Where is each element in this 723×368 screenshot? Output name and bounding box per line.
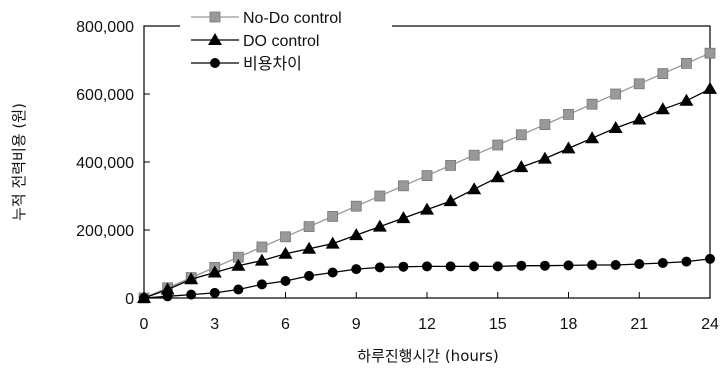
data-point: [398, 180, 409, 192]
data-point: [490, 170, 505, 183]
data-point: [681, 256, 692, 267]
data-point: [350, 200, 362, 212]
x-tick-label: 15: [489, 316, 507, 333]
data-point: [679, 93, 694, 106]
y-axis-ticks: 0 200,000 400,000 600,000 800,000: [76, 19, 150, 308]
data-point: [231, 258, 246, 271]
data-point: [374, 262, 385, 273]
legend-label: DO control: [243, 33, 319, 50]
data-point: [327, 267, 338, 278]
data-point: [303, 221, 315, 233]
y-tick-label: 400,000: [76, 155, 134, 172]
x-tick-label: 0: [140, 316, 149, 333]
legend-label: 비용차이: [243, 55, 302, 73]
data-point: [468, 149, 480, 161]
data-point: [634, 259, 645, 269]
data-point: [233, 284, 244, 295]
data-point: [655, 102, 670, 115]
data-point: [610, 88, 622, 100]
data-point: [514, 160, 529, 173]
data-point: [443, 194, 458, 207]
data-point: [349, 228, 364, 241]
y-tick-label: 600,000: [76, 87, 134, 104]
data-point: [327, 210, 339, 222]
data-point: [421, 170, 433, 182]
x-tick-label: 21: [630, 316, 648, 333]
data-point: [280, 276, 291, 286]
series-1: [137, 81, 717, 303]
data-point: [325, 236, 340, 249]
data-point: [587, 260, 598, 271]
data-point: [681, 58, 692, 69]
y-tick-label: 800,000: [76, 19, 134, 36]
data-point: [351, 264, 362, 275]
data-point: [467, 182, 482, 195]
data-point: [422, 261, 432, 272]
data-point: [445, 261, 456, 272]
data-point: [492, 261, 503, 272]
data-point: [632, 112, 647, 125]
data-point: [703, 81, 717, 94]
x-tick-label: 3: [210, 316, 219, 333]
data-point: [586, 98, 598, 110]
legend-marker: [208, 33, 222, 45]
data-point: [162, 291, 173, 302]
data-point: [539, 119, 551, 130]
data-point: [398, 261, 409, 272]
data-point: [469, 261, 480, 272]
data-point: [160, 282, 175, 295]
x-axis-title: 하루진행시간 (hours): [357, 347, 498, 365]
data-point: [516, 260, 527, 271]
data-point: [610, 260, 621, 271]
x-tick-label: 6: [281, 316, 290, 333]
data-point: [186, 289, 197, 300]
legend-marker: [210, 58, 220, 68]
data-point: [396, 211, 411, 224]
data-point: [280, 231, 291, 243]
data-point: [539, 260, 550, 271]
data-point: [207, 265, 222, 278]
data-point: [657, 257, 668, 268]
data-point: [209, 287, 220, 298]
data-point: [563, 109, 574, 120]
data-point: [184, 272, 199, 285]
data-point: [633, 78, 645, 90]
legend-marker: [209, 11, 221, 23]
data-point: [304, 270, 315, 281]
data-point: [256, 241, 268, 253]
data-point: [657, 68, 669, 79]
x-tick-label: 18: [560, 316, 578, 333]
y-tick-label: 0: [125, 291, 134, 308]
data-point: [492, 139, 504, 151]
series-2: [139, 253, 715, 303]
data-point: [420, 202, 434, 215]
data-point: [704, 47, 716, 59]
legend: No-Do control DO control 비용차이: [180, 0, 392, 86]
data-point: [254, 253, 269, 266]
data-point: [608, 121, 623, 133]
series-layer: [137, 47, 717, 304]
data-point: [139, 293, 149, 303]
data-point: [561, 141, 576, 154]
data-point: [374, 190, 386, 202]
data-point: [585, 131, 600, 144]
x-tick-label: 9: [352, 316, 361, 333]
data-point: [278, 246, 293, 259]
data-point: [515, 129, 527, 141]
y-axis-title: 누적 전력비용 (원): [10, 103, 28, 221]
x-tick-label: 12: [418, 316, 436, 333]
data-point: [537, 151, 552, 164]
data-point: [302, 241, 317, 254]
x-axis-ticks: 0 3 6 9 12 15 18 21 24: [140, 292, 719, 333]
data-point: [705, 253, 715, 264]
data-point: [372, 219, 387, 232]
data-point: [256, 279, 267, 290]
y-tick-label: 200,000: [76, 223, 134, 240]
legend-label: No-Do control: [243, 10, 342, 27]
data-point: [563, 260, 574, 271]
x-tick-label: 24: [701, 316, 719, 333]
data-point: [445, 159, 456, 171]
